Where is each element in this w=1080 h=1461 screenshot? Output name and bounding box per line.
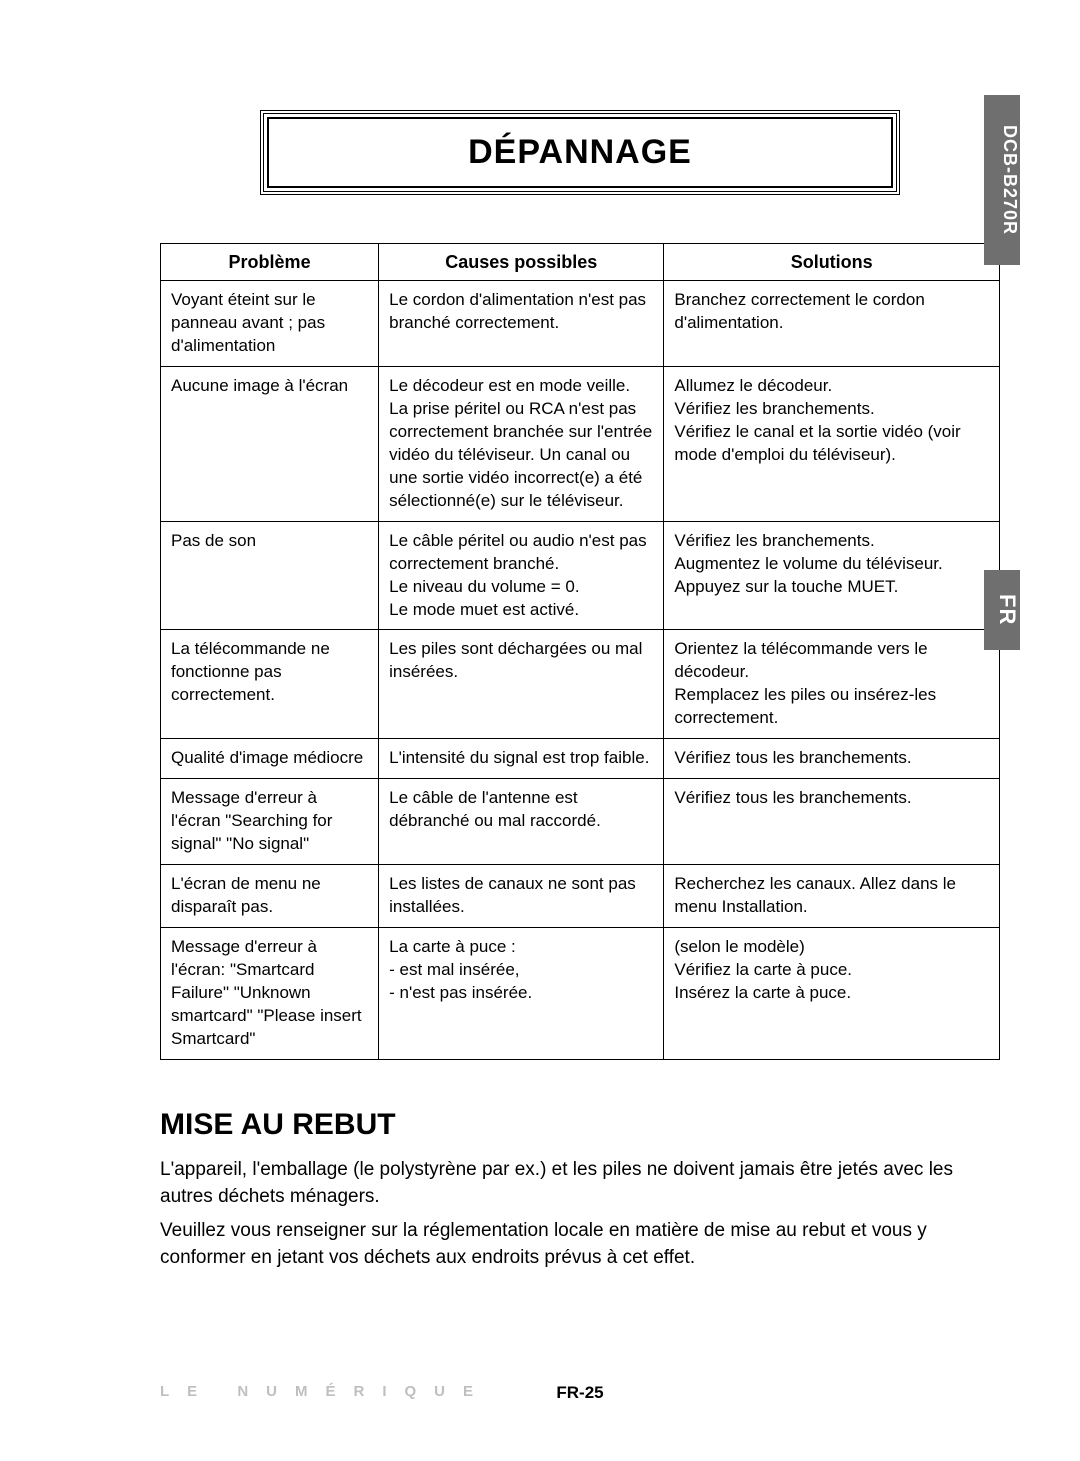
table-header-solutions: Solutions bbox=[664, 244, 1000, 281]
table-cell-problem: Aucune image à l'écran bbox=[161, 367, 379, 522]
table-row: Qualité d'image médiocreL'intensité du s… bbox=[161, 739, 1000, 779]
manual-page: DCB-B270R FR DÉPANNAGE Problème Causes p… bbox=[0, 0, 1080, 1461]
table-row: Message d'erreur à l'écran: "Smartcard F… bbox=[161, 927, 1000, 1059]
table-row: La télécommande ne fonctionne pas correc… bbox=[161, 630, 1000, 739]
table-cell-solutions: (selon le modèle) Vérifiez la carte à pu… bbox=[664, 927, 1000, 1059]
table-header-problem: Problème bbox=[161, 244, 379, 281]
footer-brand: LE NUMÉRIQUE bbox=[160, 1383, 491, 1400]
troubleshooting-table: Problème Causes possibles Solutions Voya… bbox=[160, 243, 1000, 1060]
table-row: Aucune image à l'écranLe décodeur est en… bbox=[161, 367, 1000, 522]
table-cell-solutions: Vérifiez tous les branchements. bbox=[664, 739, 1000, 779]
section-title-box: DÉPANNAGE bbox=[260, 110, 900, 195]
table-cell-solutions: Recherchez les canaux. Allez dans le men… bbox=[664, 864, 1000, 927]
table-cell-problem: La télécommande ne fonctionne pas correc… bbox=[161, 630, 379, 739]
table-cell-causes: Les piles sont déchargées ou mal insérée… bbox=[379, 630, 664, 739]
table-row: Message d'erreur à l'écran "Searching fo… bbox=[161, 779, 1000, 865]
table-cell-problem: L'écran de menu ne disparaît pas. bbox=[161, 864, 379, 927]
table-cell-solutions: Allumez le décodeur. Vérifiez les branch… bbox=[664, 367, 1000, 522]
table-cell-problem: Message d'erreur à l'écran: "Smartcard F… bbox=[161, 927, 379, 1059]
table-row: Pas de sonLe câble péritel ou audio n'es… bbox=[161, 521, 1000, 630]
table-cell-problem: Voyant éteint sur le panneau avant ; pas… bbox=[161, 281, 379, 367]
table-cell-causes: Le cordon d'alimentation n'est pas branc… bbox=[379, 281, 664, 367]
table-cell-problem: Qualité d'image médiocre bbox=[161, 739, 379, 779]
table-header-causes: Causes possibles bbox=[379, 244, 664, 281]
table-cell-problem: Message d'erreur à l'écran "Searching fo… bbox=[161, 779, 379, 865]
table-cell-causes: L'intensité du signal est trop faible. bbox=[379, 739, 664, 779]
table-cell-causes: Le câble péritel ou audio n'est pas corr… bbox=[379, 521, 664, 630]
table-cell-solutions: Vérifiez tous les branchements. bbox=[664, 779, 1000, 865]
footer-page-number: FR-25 bbox=[556, 1383, 603, 1403]
disposal-paragraph-2: Veuillez vous renseigner sur la réglemen… bbox=[160, 1217, 1000, 1272]
table-cell-causes: Le décodeur est en mode veille. La prise… bbox=[379, 367, 664, 522]
table-cell-causes: La carte à puce : - est mal insérée, - n… bbox=[379, 927, 664, 1059]
section-title: DÉPANNAGE bbox=[269, 133, 891, 172]
table-row: L'écran de menu ne disparaît pas.Les lis… bbox=[161, 864, 1000, 927]
table-cell-causes: Les listes de canaux ne sont pas install… bbox=[379, 864, 664, 927]
page-footer: LE NUMÉRIQUE FR-25 bbox=[160, 1383, 1000, 1401]
table-cell-solutions: Orientez la télécommande vers le décodeu… bbox=[664, 630, 1000, 739]
table-cell-solutions: Vérifiez les branchements. Augmentez le … bbox=[664, 521, 1000, 630]
disposal-heading: MISE AU REBUT bbox=[160, 1108, 1000, 1142]
side-tab-model: DCB-B270R bbox=[984, 95, 1020, 265]
table-cell-causes: Le câble de l'antenne est débranché ou m… bbox=[379, 779, 664, 865]
disposal-paragraph-1: L'appareil, l'emballage (le polystyrène … bbox=[160, 1156, 1000, 1211]
table-row: Voyant éteint sur le panneau avant ; pas… bbox=[161, 281, 1000, 367]
side-tab-language: FR bbox=[984, 570, 1020, 650]
table-cell-problem: Pas de son bbox=[161, 521, 379, 630]
table-cell-solutions: Branchez correctement le cordon d'alimen… bbox=[664, 281, 1000, 367]
